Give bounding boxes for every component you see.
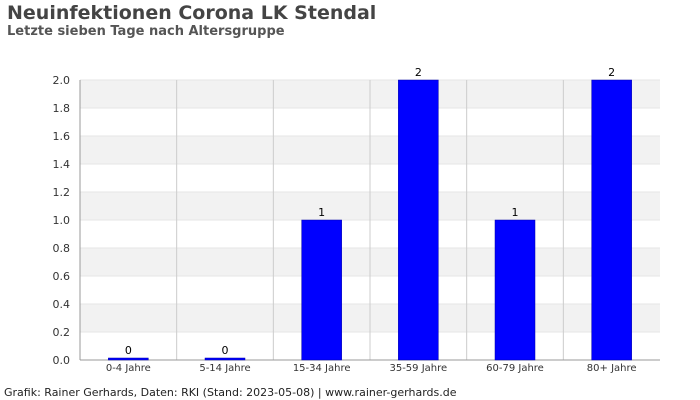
bar — [108, 357, 149, 361]
y-tick-label: 0.8 — [53, 242, 71, 255]
x-tick-label: 15-34 Jahre — [293, 363, 351, 374]
bar — [301, 219, 342, 361]
x-tick-label: 60-79 Jahre — [486, 363, 544, 374]
y-tick-label: 1.2 — [53, 186, 71, 199]
data-label: 2 — [608, 66, 615, 79]
bar — [204, 357, 246, 361]
y-axis-ticks: 0.0 0.2 0.4 0.6 0.8 1.0 1.2 1.4 1.6 1.8 2.0 — [53, 74, 71, 367]
chart-title: Neuinfektionen Corona LK Stendal — [7, 2, 377, 24]
y-tick-label: 0.0 — [53, 354, 71, 367]
chart-subtitle: Letzte sieben Tage nach Altersgruppe — [7, 24, 285, 39]
y-tick-label: 1.6 — [53, 130, 71, 143]
bars — [108, 79, 632, 361]
y-tick-label: 1.8 — [53, 102, 71, 115]
data-label: 2 — [415, 66, 422, 79]
bar — [494, 219, 536, 361]
x-tick-label: 80+ Jahre — [587, 363, 637, 374]
y-tick-label: 0.4 — [53, 298, 71, 311]
x-tick-label: 0-4 Jahre — [106, 363, 151, 374]
x-axis-ticks: 0-4 Jahre 5-14 Jahre 15-34 Jahre 35-59 Jahr… — [106, 363, 637, 374]
y-tick-label: 1.4 — [53, 158, 71, 171]
grid-lines — [80, 79, 660, 361]
bar — [398, 79, 439, 361]
y-tick-label: 2.0 — [53, 74, 71, 87]
data-label: 1 — [512, 206, 519, 219]
y-tick-label: 1.0 — [53, 214, 71, 227]
x-tick-label: 35-59 Jahre — [389, 363, 447, 374]
data-labels: 0 0 1 2 1 2 — [125, 66, 615, 357]
x-tick-label: 5-14 Jahre — [199, 363, 250, 374]
y-tick-label: 0.6 — [53, 270, 71, 283]
source-footer: Grafik: Rainer Gerhards, Daten: RKI (Sta… — [4, 386, 457, 399]
axes — [79, 80, 660, 361]
data-label: 0 — [222, 344, 229, 357]
y-tick-label: 0.2 — [53, 326, 71, 339]
data-label: 1 — [318, 206, 325, 219]
bar — [591, 79, 632, 361]
data-label: 0 — [125, 344, 132, 357]
